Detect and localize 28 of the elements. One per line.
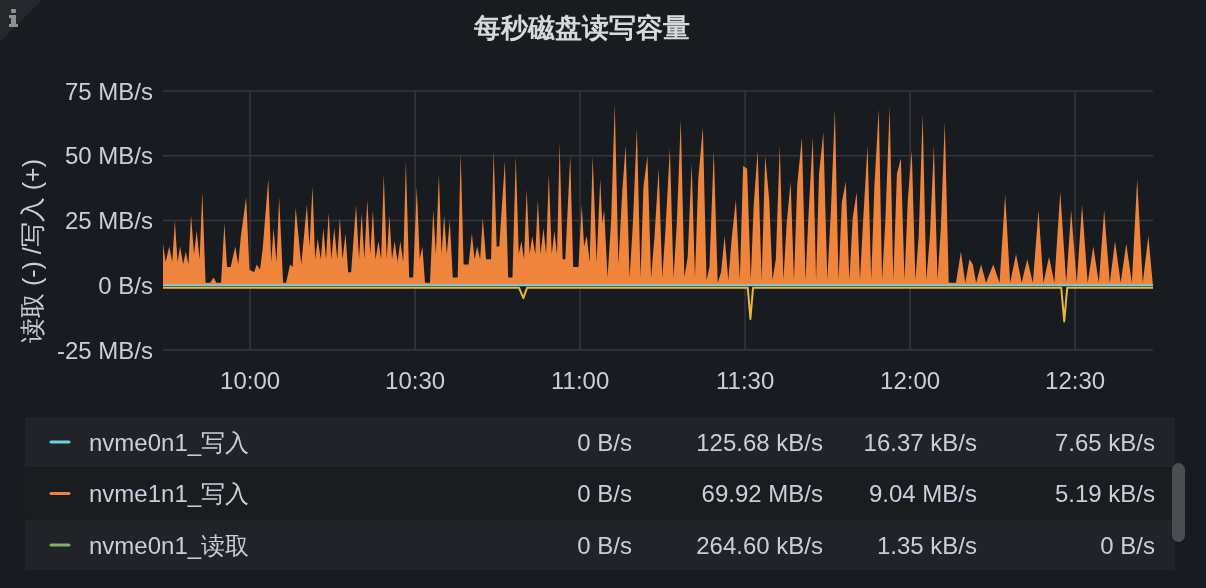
- x-tick-label: 11:00: [550, 366, 610, 394]
- x-tick-label: 12:00: [880, 366, 941, 394]
- y-tick-label: 50 MB/s: [64, 142, 153, 170]
- text: 0 B/s: [577, 480, 632, 507]
- y-tick-label: 0 B/s: [98, 271, 153, 299]
- text: 16.37 kB/s: [863, 428, 977, 456]
- x-tick-label: 11:30: [715, 366, 775, 394]
- x-tick-label: 10:30: [385, 366, 446, 394]
- text: 0 B/s: [577, 531, 632, 559]
- text: 69.92 MB/s: [701, 480, 823, 507]
- text: 0 B/s: [577, 428, 632, 456]
- text: 264.60 kB/s: [696, 531, 823, 559]
- x-tick-label: 12:30: [1045, 366, 1106, 394]
- text: 1.35 kB/s: [876, 531, 977, 559]
- y-tick-label: 25 MB/s: [64, 207, 153, 234]
- chart-title: 每秒磁盘读写容量: [473, 13, 690, 43]
- x-tick-label: 10:00: [220, 366, 281, 394]
- y-axis-title: 读取 (-) /写入 (+): [18, 158, 46, 344]
- text: 5.19 kB/s: [1054, 480, 1155, 507]
- legend-label: nvme1n1_写入: [89, 480, 250, 507]
- text: 0 B/s: [1100, 531, 1155, 559]
- text: 7.65 kB/s: [1054, 428, 1155, 456]
- text: 125.68 kB/s: [696, 428, 823, 456]
- y-tick-label: 75 MB/s: [64, 77, 153, 105]
- legend-label: nvme0n1_读取: [89, 531, 250, 559]
- text: 9.04 MB/s: [868, 480, 977, 507]
- legend-label: nvme0n1_写入: [89, 428, 250, 456]
- y-tick-label: -25 MB/s: [56, 336, 153, 364]
